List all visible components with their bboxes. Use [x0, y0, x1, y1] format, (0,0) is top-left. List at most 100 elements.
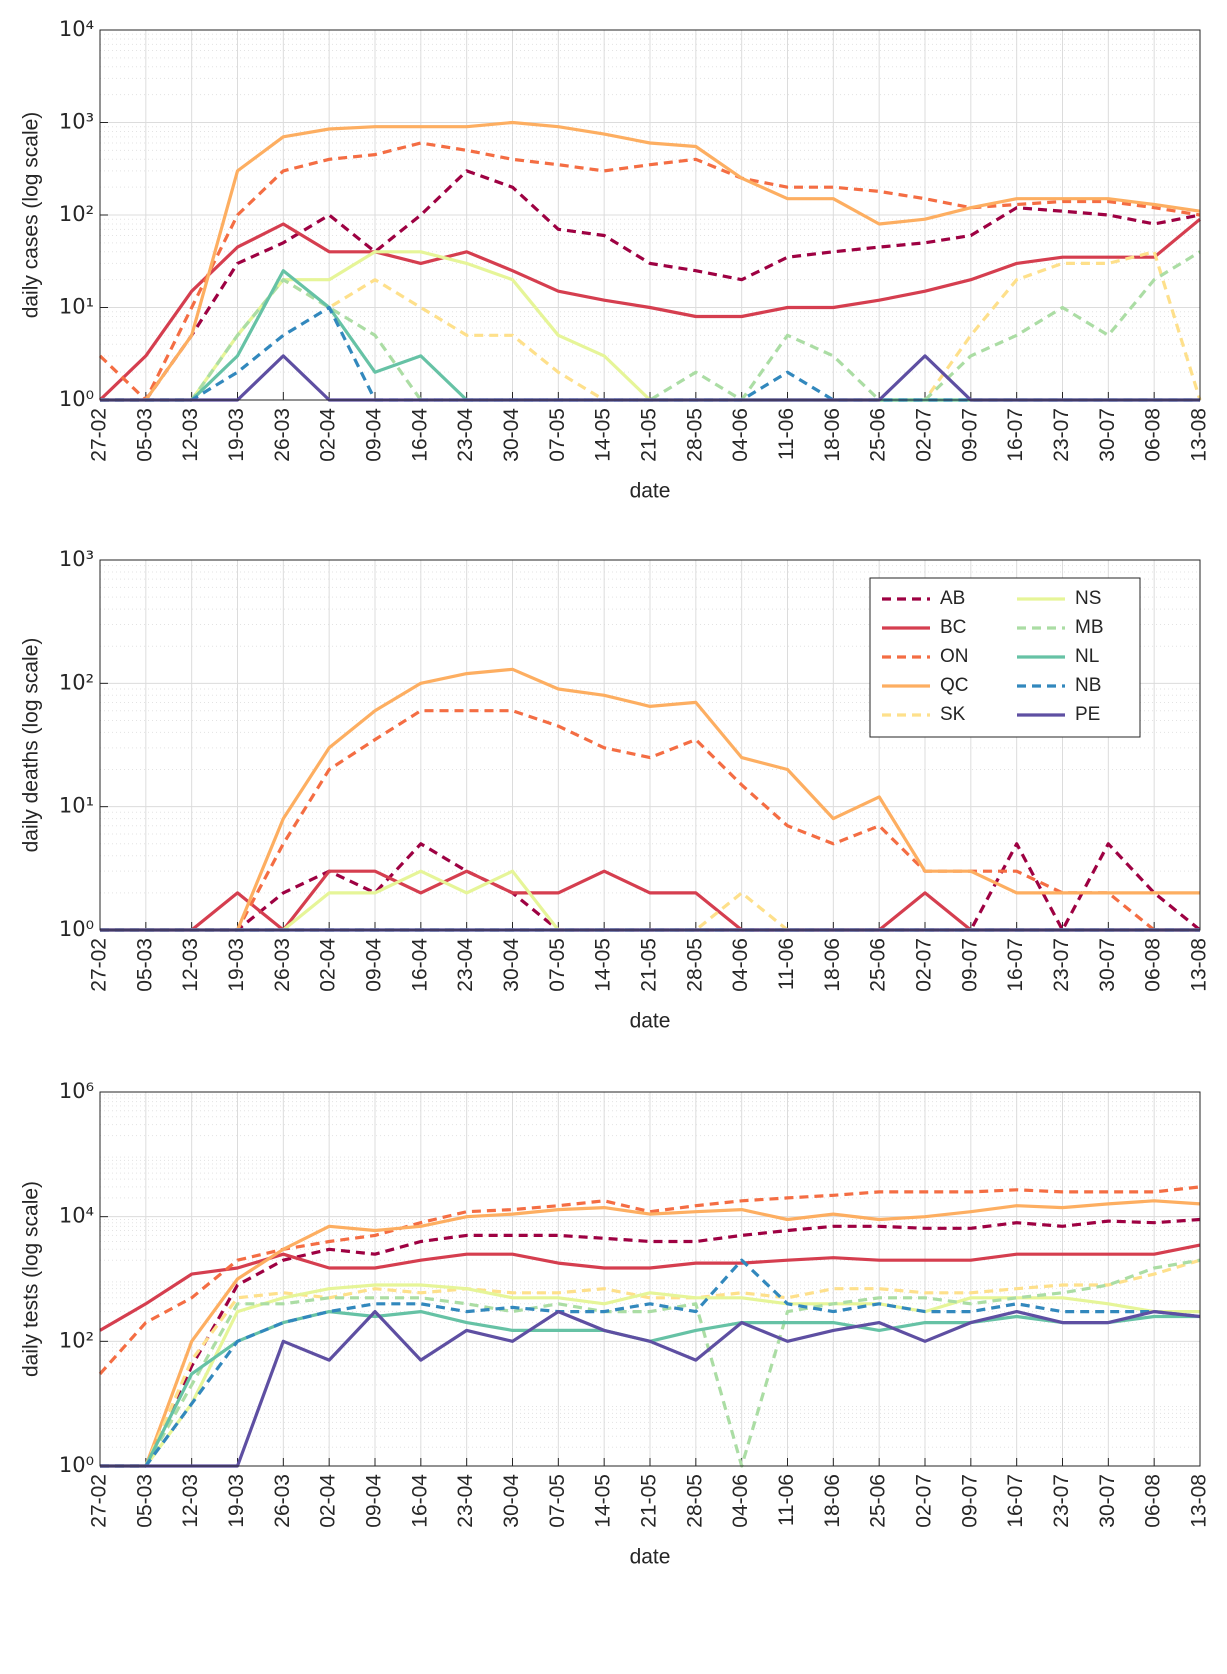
- x-tick-label: 30-07: [1096, 408, 1119, 462]
- x-tick-label: 18-06: [821, 938, 844, 992]
- legend-label: BC: [940, 617, 966, 638]
- y-tick-label: 10³: [59, 547, 94, 571]
- x-tick-label: 06-08: [1142, 938, 1165, 992]
- y-tick-label: 10¹: [59, 295, 94, 319]
- x-tick-label: 18-06: [821, 408, 844, 462]
- y-tick-label: 10²: [59, 1328, 94, 1352]
- x-tick-label: 28-05: [683, 938, 706, 992]
- x-tick-label: 02-07: [913, 1474, 936, 1528]
- x-tick-label: 12-03: [179, 1474, 202, 1528]
- x-tick-label: 23-07: [1050, 408, 1073, 462]
- y-tick-label: 10⁰: [59, 387, 94, 411]
- x-tick-label: 27-02: [88, 938, 111, 992]
- x-tick-label: 16-07: [1004, 1474, 1027, 1528]
- series-line: [100, 1258, 1201, 1468]
- x-tick-label: 26-03: [271, 938, 294, 992]
- series-line: [100, 250, 1201, 402]
- plot-frame: [99, 29, 1201, 401]
- legend-label: NB: [1075, 675, 1101, 696]
- x-tick-label: 21-05: [638, 408, 661, 462]
- legend-label: AB: [940, 588, 965, 609]
- series-line: [98, 217, 1202, 402]
- x-tick-label: 23-04: [454, 938, 477, 992]
- x-tick-label: 25-06: [867, 408, 890, 462]
- x-tick-label: 19-03: [225, 938, 248, 992]
- x-tick-label: 30-04: [500, 938, 523, 992]
- x-tick-label: 16-04: [408, 408, 431, 462]
- x-tick-label: 27-02: [88, 408, 111, 462]
- x-tick-label: 21-05: [638, 1474, 661, 1528]
- legend-label: PE: [1075, 704, 1100, 725]
- x-tick-label: 02-07: [913, 408, 936, 462]
- x-tick-label: 14-05: [592, 938, 615, 992]
- x-tick-label: 07-05: [546, 1474, 569, 1528]
- x-tick-label: 06-08: [1142, 408, 1165, 462]
- y-tick-label: 10²: [59, 670, 94, 694]
- x-tick-label: 02-04: [317, 408, 340, 462]
- x-axis-label: date: [630, 480, 671, 503]
- series-line: [100, 667, 1200, 932]
- y-tick-label: 10⁶: [59, 1079, 94, 1103]
- x-tick-label: 04-06: [729, 938, 752, 992]
- x-tick-label: 02-04: [317, 1474, 340, 1528]
- x-tick-label: 11-06: [775, 1474, 798, 1526]
- series-line: [100, 169, 1201, 402]
- x-tick-label: 12-03: [179, 938, 202, 992]
- x-tick-label: 05-03: [133, 408, 156, 462]
- x-tick-label: 19-03: [225, 408, 248, 462]
- x-tick-label: 14-05: [592, 408, 615, 462]
- x-tick-label: 18-06: [821, 1474, 844, 1528]
- x-tick-label: 09-04: [363, 408, 386, 462]
- x-tick-label: 30-04: [500, 1474, 523, 1528]
- series-line: [100, 1258, 1201, 1468]
- x-tick-label: 16-04: [408, 938, 431, 992]
- x-tick-label: 09-04: [363, 938, 386, 992]
- x-tick-label: 02-04: [317, 938, 340, 992]
- x-tick-label: 09-07: [958, 938, 981, 992]
- series-line: [98, 141, 1201, 402]
- x-tick-label: 28-05: [683, 408, 706, 462]
- legend-label: NS: [1075, 588, 1101, 609]
- x-tick-label: 13-08: [1188, 938, 1211, 992]
- legend-label: QC: [940, 675, 969, 696]
- series-line: [99, 1243, 1201, 1332]
- legend-label: NL: [1075, 646, 1099, 667]
- x-tick-label: 23-04: [454, 1474, 477, 1528]
- x-tick-label: 19-03: [225, 1474, 248, 1528]
- y-tick-label: 10³: [59, 110, 94, 134]
- series-line: [100, 1283, 1200, 1468]
- x-tick-label: 25-06: [867, 938, 890, 992]
- x-tick-label: 14-05: [592, 1474, 615, 1528]
- x-tick-label: 28-05: [683, 1474, 706, 1528]
- x-tick-label: 21-05: [638, 938, 661, 992]
- x-axis-label: date: [630, 1010, 671, 1033]
- x-tick-label: 16-07: [1004, 408, 1027, 462]
- x-tick-label: 09-04: [363, 1474, 386, 1528]
- x-tick-label: 26-03: [271, 1474, 294, 1528]
- y-tick-label: 10⁴: [59, 17, 94, 41]
- y-axis-label: daily tests (log scale): [20, 1181, 43, 1377]
- series-line: [100, 1217, 1201, 1468]
- x-tick-label: 09-07: [958, 1474, 981, 1528]
- y-axis-label: daily deaths (log scale): [20, 638, 43, 853]
- x-tick-label: 27-02: [88, 1474, 111, 1528]
- x-tick-label: 06-08: [1142, 1474, 1165, 1528]
- x-tick-label: 16-04: [408, 1474, 431, 1528]
- x-tick-label: 13-08: [1188, 408, 1211, 462]
- plot-frame: [99, 1091, 1201, 1467]
- x-tick-label: 30-04: [500, 408, 523, 462]
- series-line: [100, 120, 1201, 402]
- series-line: [100, 1199, 1201, 1468]
- x-tick-label: 11-06: [775, 938, 798, 990]
- x-tick-label: 16-07: [1004, 938, 1027, 992]
- y-tick-label: 10⁰: [59, 1453, 94, 1477]
- x-tick-label: 26-03: [271, 408, 294, 462]
- x-axis-label: date: [630, 1546, 671, 1569]
- x-tick-label: 30-07: [1096, 1474, 1119, 1528]
- x-tick-label: 05-03: [133, 938, 156, 992]
- legend: AB BC ON QC SK NS MB NL NB PE: [869, 577, 1141, 738]
- x-tick-label: 05-03: [133, 1474, 156, 1528]
- x-tick-label: 13-08: [1188, 1474, 1211, 1528]
- y-axis-label: daily cases (log scale): [20, 112, 43, 319]
- x-tick-label: 04-06: [729, 408, 752, 462]
